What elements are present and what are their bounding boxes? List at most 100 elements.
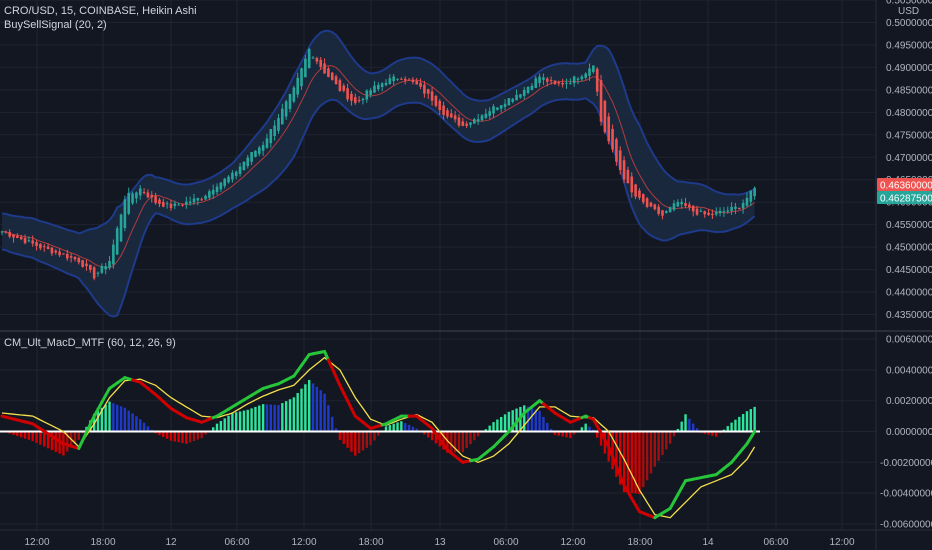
histogram-bar — [269, 404, 272, 432]
histogram-bar — [695, 428, 699, 432]
histogram-bar — [8, 431, 11, 434]
candle-body — [200, 199, 203, 201]
candle-body — [0, 231, 4, 233]
histogram-bar — [292, 397, 296, 432]
candle-body — [542, 77, 545, 80]
candle-body — [50, 247, 54, 254]
histogram-bar — [619, 431, 622, 485]
candle-body — [419, 82, 422, 87]
histogram-bar — [465, 431, 468, 449]
candle-body — [119, 214, 123, 242]
histogram-bar — [46, 431, 50, 449]
histogram-bar — [553, 431, 557, 435]
candle-body — [89, 264, 92, 270]
histogram-bar — [492, 422, 495, 432]
macd-line-segment — [614, 464, 622, 478]
candle-body — [707, 212, 710, 215]
histogram-bar — [745, 411, 749, 432]
histogram-bar — [361, 431, 365, 451]
histogram-bar — [469, 431, 472, 445]
histogram-bar — [50, 431, 54, 451]
candle-body — [572, 76, 576, 84]
histogram-bar — [123, 407, 127, 432]
signal-line — [1, 356, 756, 519]
histogram-bar — [753, 406, 756, 432]
candle-body — [411, 79, 415, 83]
histogram-bar — [108, 401, 111, 432]
candle-body — [688, 204, 691, 208]
candle-body — [65, 253, 69, 259]
histogram-bar — [350, 431, 353, 452]
candle-body — [85, 263, 88, 267]
candle-body — [357, 100, 361, 102]
candle-body — [300, 68, 303, 87]
histogram-bar — [423, 431, 426, 435]
histogram-bar — [196, 431, 200, 440]
candle-body — [714, 212, 718, 215]
candle-body — [507, 98, 511, 106]
histogram-bar — [304, 384, 307, 432]
histogram-bar — [730, 422, 733, 432]
candle-body — [511, 98, 515, 102]
candle-body — [469, 122, 472, 125]
candle-body — [545, 78, 549, 82]
histogram-bar — [411, 426, 415, 432]
candle-body — [204, 195, 207, 200]
candle-body — [465, 123, 468, 126]
candle-body — [722, 211, 726, 213]
histogram-bar — [323, 393, 326, 432]
histogram-bar — [476, 431, 480, 437]
candle-body — [672, 203, 676, 210]
time-tick-label: 06:00 — [224, 537, 249, 548]
histogram-bar — [96, 410, 100, 432]
candle-body — [265, 138, 269, 148]
histogram-bar — [300, 388, 303, 432]
candle-body — [307, 49, 311, 69]
candle-body — [442, 105, 445, 115]
candle-body — [42, 246, 46, 248]
indicator-legend[interactable]: BuySellSignal (20, 2) — [4, 19, 107, 31]
candle-body — [557, 82, 561, 84]
time-tick-label: 12:00 — [829, 537, 854, 548]
candle-body — [31, 240, 35, 244]
histogram-bar — [334, 428, 338, 432]
candle-body — [496, 107, 499, 110]
symbol-legend[interactable]: CRO/USD, 15, COINBASE, Heikin Ashi — [4, 5, 197, 17]
candle-body — [334, 76, 338, 85]
candle-body — [281, 108, 284, 125]
candle-body — [665, 211, 668, 214]
candle-body — [92, 267, 96, 279]
macd-line-segment — [326, 358, 334, 370]
candle-body — [242, 161, 246, 171]
histogram-bar — [116, 404, 119, 432]
candle-body — [473, 119, 476, 124]
histogram-bar — [238, 411, 242, 432]
candle-body — [123, 199, 127, 228]
candle-body — [457, 117, 461, 126]
histogram-bar — [442, 431, 445, 450]
histogram-bar — [430, 431, 434, 441]
candle-body — [58, 251, 61, 256]
candle-body — [434, 96, 438, 106]
candle-body — [392, 76, 395, 82]
candle-body — [181, 204, 184, 206]
macd-line-segment — [323, 349, 330, 362]
macd-tick-label: 0.00600000 — [886, 335, 932, 346]
histogram-bar — [192, 431, 196, 442]
histogram-bar — [365, 431, 368, 448]
candle-body — [657, 206, 660, 214]
macd-legend[interactable]: CM_Ult_MacD_MTF (60, 12, 26, 9) — [4, 337, 176, 349]
histogram-bar — [538, 410, 541, 432]
candle-body — [273, 125, 276, 137]
histogram-bar — [715, 431, 718, 437]
histogram-bar — [534, 409, 537, 432]
lower-band — [1, 97, 756, 318]
candle-body — [342, 85, 346, 91]
candle-body — [46, 246, 50, 249]
histogram-bar — [688, 418, 691, 432]
histogram-bar — [142, 422, 146, 432]
histogram-bar — [43, 431, 46, 447]
